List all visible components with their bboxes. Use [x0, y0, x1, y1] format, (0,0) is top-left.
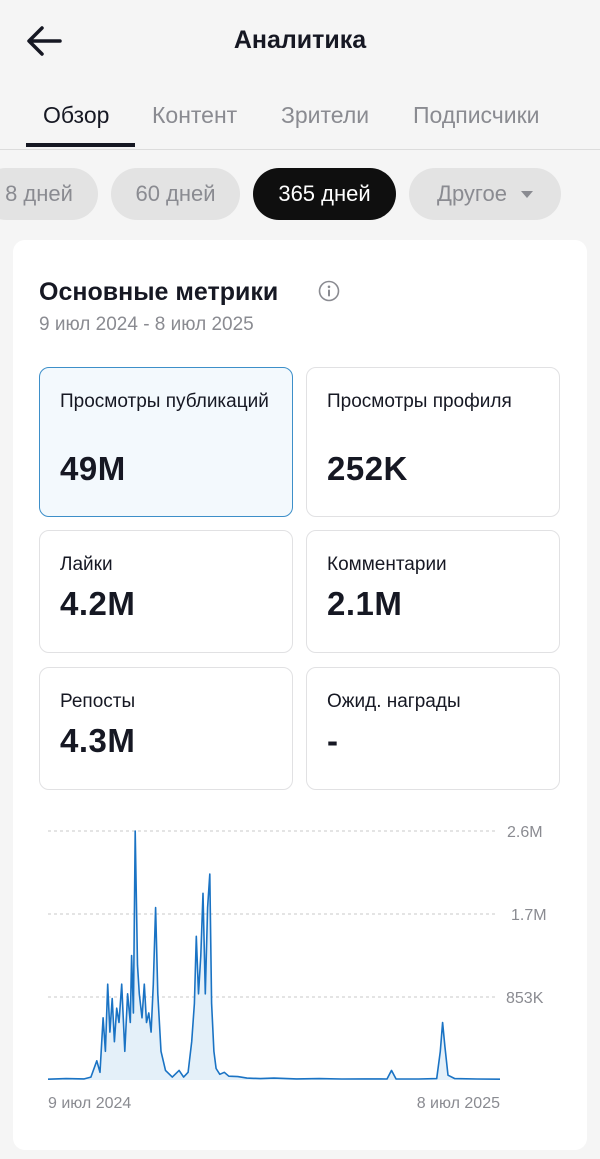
- metric-value: -: [327, 722, 339, 759]
- period-chip-other[interactable]: Другое: [409, 168, 561, 220]
- y-tick-label: 1.7M: [511, 907, 547, 924]
- tab-followers[interactable]: Подписчики: [413, 102, 540, 128]
- post-views-chart: 2.6M 1.7M 853K 9 июл 2024 8 июл 2025: [47, 824, 547, 1112]
- metric-value: 4.3M: [60, 722, 136, 759]
- period-chip-8-days[interactable]: 8 дней: [0, 168, 98, 220]
- active-tab-indicator: [26, 143, 135, 147]
- y-tick-label: 2.6M: [507, 824, 543, 841]
- metric-value: 4.2M: [60, 585, 136, 622]
- info-icon[interactable]: [318, 280, 340, 302]
- arrow-left-icon[interactable]: [24, 22, 66, 60]
- metric-label: Ожид. награды: [327, 691, 461, 712]
- x-tick-label: 9 июл 2024: [48, 1095, 131, 1112]
- caret-down-icon: [520, 190, 533, 198]
- key-metrics-card: Основные метрики 9 июл 2024 - 8 июл 2025…: [13, 240, 587, 1150]
- period-chip-label: 365 дней: [278, 181, 371, 206]
- period-selector: 8 дней 60 дней 365 дней Другое: [0, 168, 600, 222]
- chart-series-line: [47, 830, 501, 1080]
- metric-tile-profile-views[interactable]: Просмотры профиля 252K: [306, 367, 560, 517]
- metric-tile-likes[interactable]: Лайки 4.2M: [39, 530, 293, 653]
- metric-label: Просмотры публикаций: [60, 391, 269, 412]
- page-title: Аналитика: [233, 26, 367, 54]
- chart-area-fill: [48, 831, 500, 1080]
- tab-viewers[interactable]: Зрители: [281, 102, 370, 128]
- metric-tile-expected-rewards[interactable]: Ожид. награды -: [306, 667, 560, 790]
- metric-label: Просмотры профиля: [327, 391, 512, 412]
- period-chip-60-days[interactable]: 60 дней: [111, 168, 240, 220]
- tab-bar: Обзор Контент Зрители Подписчики: [0, 84, 600, 150]
- card-title: Основные метрики: [39, 278, 279, 306]
- app-header: Аналитика: [0, 0, 600, 84]
- x-tick-label: 8 июл 2025: [417, 1095, 500, 1112]
- date-range: 9 июл 2024 - 8 июл 2025: [39, 314, 254, 335]
- metric-value: 2.1M: [327, 585, 403, 622]
- metric-tile-comments[interactable]: Комментарии 2.1M: [306, 530, 560, 653]
- metric-value: 252K: [327, 450, 408, 487]
- metric-tile-post-views[interactable]: Просмотры публикаций 49M: [39, 367, 293, 517]
- period-chip-label: 8 дней: [5, 181, 73, 206]
- period-chip-label: Другое: [437, 181, 507, 206]
- period-chip-365-days[interactable]: 365 дней: [253, 168, 396, 220]
- tab-overview[interactable]: Обзор: [43, 102, 110, 128]
- y-tick-label: 853K: [506, 990, 544, 1007]
- metric-label: Репосты: [60, 691, 136, 712]
- metric-label: Комментарии: [327, 554, 447, 575]
- metric-value: 49M: [60, 450, 126, 487]
- metric-tile-reposts[interactable]: Репосты 4.3M: [39, 667, 293, 790]
- tab-content[interactable]: Контент: [152, 102, 238, 128]
- metric-label: Лайки: [60, 554, 113, 575]
- period-chip-label: 60 дней: [135, 181, 216, 206]
